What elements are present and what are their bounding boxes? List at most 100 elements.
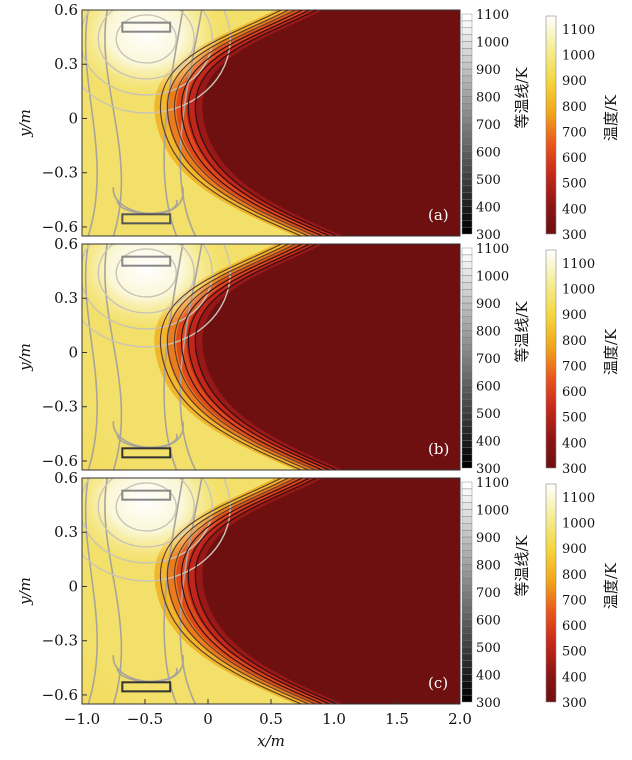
heater-rect-0 xyxy=(121,21,172,33)
isotherm-bar-step xyxy=(461,612,473,620)
isotherm-bar-step xyxy=(461,378,473,386)
warm-corner xyxy=(82,400,167,470)
isotherm-bar-step xyxy=(461,433,473,441)
isotherm-bar-step xyxy=(461,199,473,207)
front-contour-2 xyxy=(173,244,316,470)
isotherm-tick-label: 1100 xyxy=(476,8,509,23)
x-tick-label: 0 xyxy=(203,710,213,728)
front-contour-3 xyxy=(180,478,323,704)
panel-a: (a) 0.6 0.3 0 −0.3 −0.6 y/m xyxy=(16,1,461,237)
isotherm-bar-step xyxy=(461,178,473,187)
temperature-tick-label: 500 xyxy=(562,411,587,426)
y-tick-label: 0.6 xyxy=(54,235,78,253)
isotherm-tick-label: 400 xyxy=(476,435,501,450)
isotherm-bar-step xyxy=(461,523,473,531)
isotherm-bar-step xyxy=(461,653,473,661)
isotherm-tick-label: 600 xyxy=(476,146,501,161)
temperature-tick-label: 800 xyxy=(562,568,587,583)
y-tick-label: −0.3 xyxy=(42,398,78,416)
front-contour-0 xyxy=(159,244,302,470)
x-tick-label: 1.5 xyxy=(385,710,409,728)
isotherm-bar-step xyxy=(461,309,473,317)
hot-isotherm-2 xyxy=(82,10,213,96)
y-tick-label: 0 xyxy=(68,109,78,127)
y-tick-label: 0.6 xyxy=(54,469,78,487)
isotherm-bar-step xyxy=(461,13,473,22)
heater-rect-1 xyxy=(121,447,172,459)
isotherm-bar-step xyxy=(461,220,473,228)
isotherm-tick-label: 900 xyxy=(476,531,501,546)
hot-isotherm-2 xyxy=(82,478,213,564)
isotherm-bar-step xyxy=(461,681,473,689)
front-contour-5 xyxy=(194,10,337,236)
isotherm-bar-step xyxy=(461,516,473,524)
front-contour-4 xyxy=(187,244,330,470)
isotherm-bar-step xyxy=(461,268,473,276)
isotherm-bar-step xyxy=(461,392,473,400)
isotherm-0 xyxy=(84,10,98,236)
isotherm-bar-step xyxy=(461,550,473,558)
temperature-tick-label: 1100 xyxy=(562,491,595,506)
isotherm-bar-step xyxy=(461,226,473,235)
isotherm-bar-step xyxy=(461,605,473,613)
axes: −1.0 −0.5 0 0.5 1.0 1.5 2.0 x/m xyxy=(64,699,472,750)
hot-isotherm-0 xyxy=(115,482,177,532)
hot-isotherm-3 xyxy=(82,478,231,582)
isotherm-bar-step xyxy=(461,165,473,173)
hot-isotherm-3 xyxy=(82,244,231,348)
colorbars: 300 400 500 600 700 800 900 1000 1100 等温线/K 300 400… xyxy=(461,8,620,711)
front-contour-4 xyxy=(187,10,330,236)
isotherm-bar-step xyxy=(461,247,473,256)
isotherm-bar-step xyxy=(461,536,473,545)
front-contour-2 xyxy=(173,478,316,704)
isotherm-bar-step xyxy=(461,557,473,565)
temperature-tick-label: 300 xyxy=(562,696,587,711)
isotherm-bar-label: 等温线/K xyxy=(513,67,531,129)
hot-isotherm-0 xyxy=(115,248,177,298)
temperature-tick-label: 900 xyxy=(562,542,587,557)
panels: (a) 0.6 0.3 0 −0.3 −0.6 y/m (b) 0.6 0.3 0 −0.3 −0.6 y… xyxy=(16,1,461,705)
isotherm-0 xyxy=(84,244,98,470)
isotherm-bar-step xyxy=(461,261,473,269)
isotherm-bar-step xyxy=(461,130,473,138)
isotherm-bar-step xyxy=(461,68,473,77)
isotherm-bar-step xyxy=(461,61,473,70)
temperature-tick-label: 600 xyxy=(562,385,587,400)
isotherm-bar-step xyxy=(461,660,473,668)
isotherm-bar-step xyxy=(461,282,473,290)
isotherm-bar-step xyxy=(461,20,473,28)
front-contour-1 xyxy=(166,10,309,236)
y-axis-label: y/m xyxy=(16,343,34,372)
panel-label: (b) xyxy=(428,440,449,458)
temperature-tick-label: 700 xyxy=(562,359,587,374)
isotherm-bar-step xyxy=(461,289,473,297)
temperature-bar xyxy=(545,15,557,235)
temperature-tick-label: 600 xyxy=(562,619,587,634)
temperature-bar-label: 温度/K xyxy=(602,94,620,141)
isotherm-bar-step xyxy=(461,316,473,324)
x-tick-label: 0.5 xyxy=(259,710,283,728)
y-tick-label: 0.6 xyxy=(54,1,78,19)
x-tick-label: −0.5 xyxy=(127,710,163,728)
isotherm-bar-step xyxy=(461,48,473,56)
y-axis-label: y/m xyxy=(16,109,34,138)
isotherm-bar-step xyxy=(461,399,473,407)
isotherm-tick-label: 600 xyxy=(476,614,501,629)
isotherm-3 xyxy=(179,244,203,470)
isotherm-tick-label: 300 xyxy=(476,696,501,711)
isotherm-bar-step xyxy=(461,171,473,180)
isotherm-bar-step xyxy=(461,385,473,393)
x-tick-label: 2.0 xyxy=(448,710,472,728)
temperature-tick-label: 800 xyxy=(562,334,587,349)
x-tick-label: −1.0 xyxy=(64,710,100,728)
temperature-tick-label: 400 xyxy=(562,202,587,217)
isotherm-bar-label: 等温线/K xyxy=(513,301,531,363)
panel-label: (c) xyxy=(428,674,448,692)
x-tick-label: 1.0 xyxy=(322,710,346,728)
front-contour-4 xyxy=(187,478,330,704)
isotherm-bar-step xyxy=(461,41,473,49)
front-contour-0 xyxy=(159,10,302,236)
y-tick-label: −0.6 xyxy=(42,218,78,236)
temperature-tick-label: 900 xyxy=(562,74,587,89)
isotherm-bar-step xyxy=(461,89,473,97)
